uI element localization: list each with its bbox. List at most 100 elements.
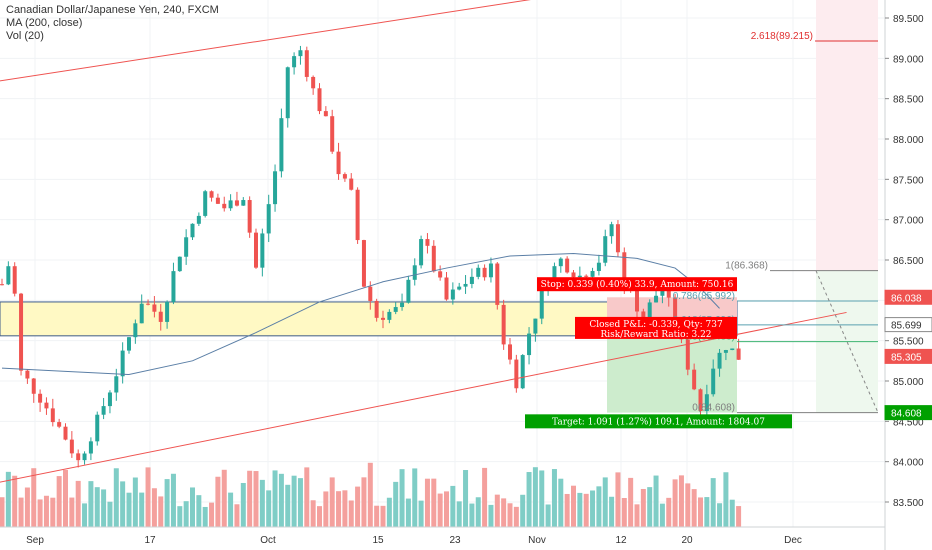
target-label-text: Target: 1.091 (1.27%) 109.1, Amount: 180… [552, 416, 765, 427]
candle-body [457, 286, 462, 290]
volume-bar [50, 497, 56, 527]
candle-body [285, 67, 290, 119]
trendlines[interactable] [0, 0, 847, 484]
price-marker-label: 84.608 [891, 409, 922, 420]
volume-bar [513, 506, 519, 527]
volume-bar [520, 494, 526, 527]
volume-bar [247, 470, 253, 527]
candle-body [120, 350, 125, 377]
time-tick-label: 17 [144, 535, 156, 546]
target-label: Target: 1.091 (1.27%) 109.1, Amount: 180… [525, 414, 792, 429]
candle-body [603, 236, 608, 263]
time-tick-label: 12 [615, 535, 627, 546]
candle-body [476, 267, 481, 277]
candle-body [622, 252, 627, 290]
volume-bar [710, 478, 716, 527]
candle-body [692, 369, 697, 390]
volume-bar [323, 491, 329, 527]
volume-bar [259, 479, 265, 527]
candle-body [298, 50, 303, 57]
candle-body [25, 370, 30, 379]
candle-body [685, 339, 690, 370]
volume-bar [342, 490, 348, 527]
fib-label: 1(86.368) [725, 261, 768, 272]
volume-bar [221, 469, 227, 527]
volume-bar [139, 492, 145, 527]
candle-body [57, 422, 62, 427]
candle-body [146, 303, 151, 305]
candle-body [234, 200, 239, 206]
price-marker-label: 85.699 [891, 321, 922, 332]
candle-body [247, 200, 252, 233]
price-tick-label: 84.500 [893, 417, 924, 428]
price-axis[interactable]: 89.500 89.000 88.500 88.000 87.500 87.000 86.5… [884, 0, 932, 550]
volume-bar [418, 500, 424, 527]
price-marker [884, 317, 932, 333]
volume-bar [386, 497, 392, 527]
fib-label: 0.786(85.992) [673, 291, 735, 302]
volume-bar [564, 493, 570, 527]
volume-bar [82, 503, 88, 527]
price-tick-label: 86.500 [893, 256, 924, 267]
candle-body [6, 266, 11, 285]
candle-body [254, 232, 258, 268]
stop-label: Stop: 0.339 (0.40%) 33.9, Amount: 750.16 [537, 277, 737, 292]
volume-bar [437, 493, 443, 527]
candle-body [342, 174, 347, 179]
candle-body [590, 271, 595, 277]
volume-bar [532, 467, 538, 527]
candle-body [304, 50, 309, 77]
candle-body [114, 376, 119, 393]
candle-body [279, 118, 284, 172]
volume-bar [393, 481, 399, 527]
volume-bar [183, 501, 189, 527]
candle-body [571, 272, 576, 278]
volume-bar [126, 492, 132, 527]
candle-body [673, 297, 678, 328]
price-marker-label: 85.305 [891, 352, 922, 363]
volume-bar [170, 473, 176, 527]
candle-body [76, 453, 81, 461]
candle-body [736, 348, 741, 360]
ma-legend: MA (200, close) [6, 17, 83, 29]
closed-pnl-label-text: Risk/Reward Ratio: 3.22 [600, 330, 711, 340]
candle-body [501, 304, 506, 345]
volume-bar [456, 501, 462, 527]
volume-bar [31, 468, 37, 527]
candle-body [152, 304, 157, 312]
volume-bar [113, 468, 119, 527]
volume-bars [0, 462, 742, 527]
volume-legend: Vol (20) [6, 30, 44, 42]
volume-bar [209, 502, 215, 527]
volume-bar [355, 486, 361, 527]
candle-body [69, 439, 74, 454]
candle-body [139, 303, 144, 324]
volume-bar [37, 499, 43, 527]
price-tick-label: 88.000 [893, 135, 924, 146]
volume-bar [698, 497, 703, 527]
candle-body [393, 307, 398, 312]
volume-bar [361, 477, 367, 527]
volume-bar [145, 467, 151, 527]
volume-bar [482, 467, 488, 527]
volume-bar [190, 487, 195, 527]
volume-bar [526, 472, 532, 527]
price-tick-label: 89.500 [893, 14, 924, 25]
candle-body [355, 189, 360, 241]
position-tool[interactable] [607, 297, 737, 413]
candle-body [196, 215, 201, 224]
volume-bar [424, 478, 430, 527]
candle-body [654, 295, 659, 303]
volume-bar [202, 506, 208, 527]
volume-bar [628, 477, 634, 527]
volume-bar [577, 492, 583, 527]
volume-bar [234, 504, 240, 527]
volume-bar [507, 503, 513, 527]
price-tick-label: 87.500 [893, 175, 924, 186]
volume-bar [596, 486, 602, 527]
time-axis[interactable]: Sep 17 Oct 15 23 Nov 12 20 Dec [0, 526, 885, 546]
candle-body [431, 245, 436, 272]
candle-body [558, 258, 563, 267]
volume-bar [240, 482, 246, 527]
